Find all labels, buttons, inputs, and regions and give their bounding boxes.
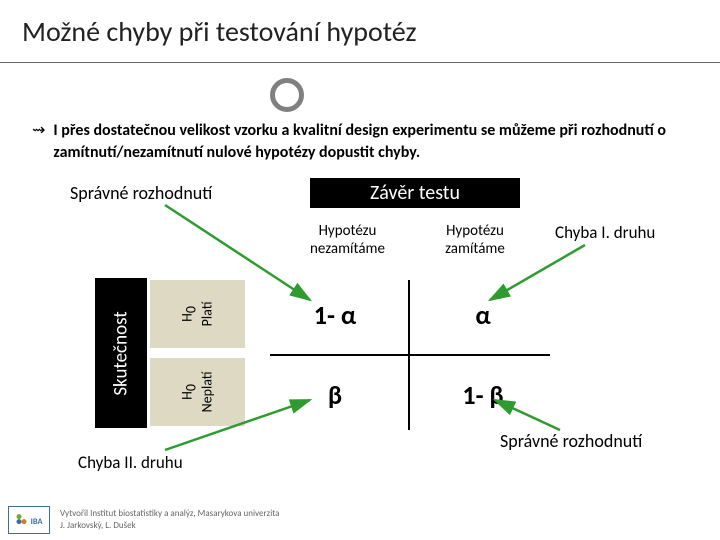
footer-line1: Vytvořil Institut biostatistiky a analýz… — [60, 508, 280, 520]
bullet-text: I přes dostatečnou velikost vzorku a kva… — [53, 120, 690, 164]
logo-text: IBA — [31, 517, 44, 527]
correct-decision-label-bottom: Správné rozhodnutí — [500, 430, 642, 452]
reality-axis-text: Skutečnost — [110, 311, 133, 395]
row-h0-true: H0 Platí — [150, 280, 245, 348]
column-reject: Hypotézu zamítáme — [420, 222, 530, 258]
page-title: Možné chyby při testování hypotéz — [0, 0, 720, 61]
reality-axis: Skutečnost — [95, 278, 147, 428]
cell-beta: β — [270, 360, 400, 430]
footer-credits: Vytvořil Institut biostatistiky a analýz… — [60, 508, 280, 532]
cell-correct-keep: 1- α — [270, 280, 400, 350]
accent-circle-icon — [270, 78, 304, 112]
cell-alpha: α — [418, 280, 548, 350]
grid-horizontal-line — [270, 354, 550, 356]
type-I-error-label: Chyba I. druhu — [555, 222, 655, 243]
type-II-error-label: Chyba II. druhu — [78, 452, 183, 473]
correct-decision-label-top: Správné rozhodnutí — [70, 182, 212, 204]
error-matrix: 1- α α β 1- β — [270, 280, 550, 430]
row-h0-false: H0 Neplatí — [150, 358, 245, 426]
bullet-paragraph: ⇝ I přes dostatečnou velikost vzorku a k… — [32, 120, 690, 164]
grid-vertical-line — [408, 280, 410, 430]
column-not-reject: Hypotézu nezamítáme — [290, 222, 405, 258]
cell-correct-reject: 1- β — [418, 360, 548, 430]
iba-logo: IBA — [8, 506, 50, 534]
test-conclusion-header: Závěr testu — [310, 178, 520, 208]
title-rule — [0, 62, 720, 63]
bullet-icon: ⇝ — [32, 120, 45, 142]
footer-line2: J. Jarkovský, L. Dušek — [60, 520, 280, 532]
